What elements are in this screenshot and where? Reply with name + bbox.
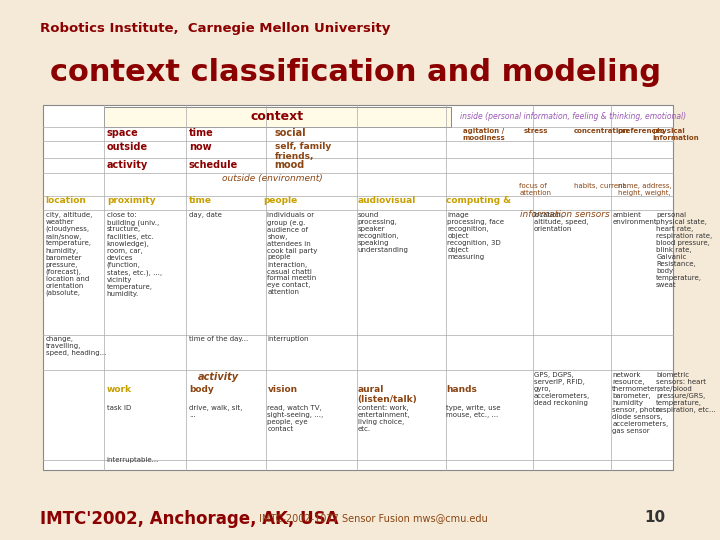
Text: computing &: computing & [446, 196, 511, 205]
Text: schedule: schedule [189, 160, 238, 170]
Text: read, watch TV,
sight-seeing, ...,
people, eye
contact: read, watch TV, sight-seeing, ..., peopl… [267, 405, 324, 432]
Text: task ID: task ID [107, 405, 131, 411]
Text: audiovisual: audiovisual [358, 196, 416, 205]
Text: self, family
friends,: self, family friends, [275, 142, 331, 161]
Text: preferences: preferences [618, 128, 665, 134]
Text: IMTC'2002, Anchorage, AK, USA: IMTC'2002, Anchorage, AK, USA [40, 510, 338, 528]
Text: context classification and modeling: context classification and modeling [50, 58, 660, 87]
Text: individuals or
group (e.g.
audience of
show,
attendees in
cook tail party
people: individuals or group (e.g. audience of s… [267, 212, 318, 295]
Text: sound
processing,
speaker
recognition,
speaking
understanding: sound processing, speaker recognition, s… [358, 212, 409, 253]
Text: habits, current: habits, current [574, 183, 626, 189]
Text: time of the day...: time of the day... [189, 336, 248, 342]
Text: vision: vision [267, 385, 297, 394]
Text: close to:
building (univ.,
structure,
facilities, etc.
knowledge),
room, car,
de: close to: building (univ., structure, fa… [107, 212, 162, 297]
Bar [43, 105, 672, 470]
Text: social: social [275, 128, 306, 138]
Text: city, altitude,
weather
(cloudyness,
rain/snow,
temperature,
humidity,
barometer: city, altitude, weather (cloudyness, rai… [45, 212, 92, 296]
Text: information sensors: information sensors [520, 210, 610, 219]
Text: space: space [107, 128, 138, 138]
Text: activity: activity [107, 160, 148, 170]
Text: interruptable...: interruptable... [107, 457, 159, 463]
Text: physical
information: physical information [652, 128, 699, 141]
Bar [104, 107, 451, 127]
Text: outside: outside [107, 142, 148, 152]
Text: stress: stress [524, 128, 549, 134]
Text: time: time [189, 196, 212, 205]
Text: aural
(listen/talk): aural (listen/talk) [358, 385, 418, 404]
Text: location: location [45, 196, 86, 205]
Text: drive, walk, sit,
...: drive, walk, sit, ... [189, 405, 243, 418]
Text: proximity: proximity [107, 196, 156, 205]
Text: context: context [251, 111, 304, 124]
Text: content: work,
entertainment,
living choice,
etc.: content: work, entertainment, living cho… [358, 405, 410, 432]
Text: type, write, use
mouse, etc., ...: type, write, use mouse, etc., ... [446, 405, 500, 418]
Text: people: people [264, 196, 298, 205]
Text: activity: activity [197, 372, 239, 382]
Text: location,
altitude, speed,
orientation: location, altitude, speed, orientation [534, 212, 588, 232]
Text: GPS, DGPS,
serverIP, RFID,
gyro,
accelerometers,
dead reckoning: GPS, DGPS, serverIP, RFID, gyro, acceler… [534, 372, 590, 406]
Text: focus of
attention: focus of attention [519, 183, 552, 196]
Text: IMTC-2002-1077 Sensor Fusion mws@cmu.edu: IMTC-2002-1077 Sensor Fusion mws@cmu.edu [259, 513, 487, 523]
Text: name, address,
height, weight,: name, address, height, weight, [618, 183, 672, 196]
Text: interruption: interruption [267, 336, 309, 342]
Text: biometric
sensors: heart
rate/blood
pressure/GRS,
temperature,
respiration, etc.: biometric sensors: heart rate/blood pres… [656, 372, 716, 413]
Text: 10: 10 [644, 510, 665, 525]
Text: hands: hands [446, 385, 477, 394]
Text: outside (environment): outside (environment) [222, 174, 323, 183]
Text: day, date: day, date [189, 212, 222, 218]
Text: change,
travelling,
speed, heading...: change, travelling, speed, heading... [45, 336, 106, 356]
Text: Robotics Institute,  Carnegie Mellon University: Robotics Institute, Carnegie Mellon Univ… [40, 22, 390, 35]
Text: image
processing, face
recognition,
object
recognition, 3D
object
measuring: image processing, face recognition, obje… [447, 212, 504, 260]
Text: time: time [189, 128, 214, 138]
Text: concentration: concentration [574, 128, 629, 134]
Text: ambient
environment: ambient environment [612, 212, 657, 225]
Text: work: work [107, 385, 132, 394]
Text: personal
physical state,
heart rate,
respiration rate,
blood pressure,
blink rat: personal physical state, heart rate, res… [656, 212, 712, 288]
Text: inside (personal information, feeling & thinking, emotional): inside (personal information, feeling & … [460, 112, 686, 121]
Text: agitation /
moodiness: agitation / moodiness [463, 128, 505, 141]
Text: network
resource,
thermometer,
barometer,
humidity
sensor, photo-
diode sensors,: network resource, thermometer, barometer… [612, 372, 669, 434]
Text: body: body [189, 385, 214, 394]
Text: now: now [189, 142, 212, 152]
Text: mood: mood [275, 160, 305, 170]
